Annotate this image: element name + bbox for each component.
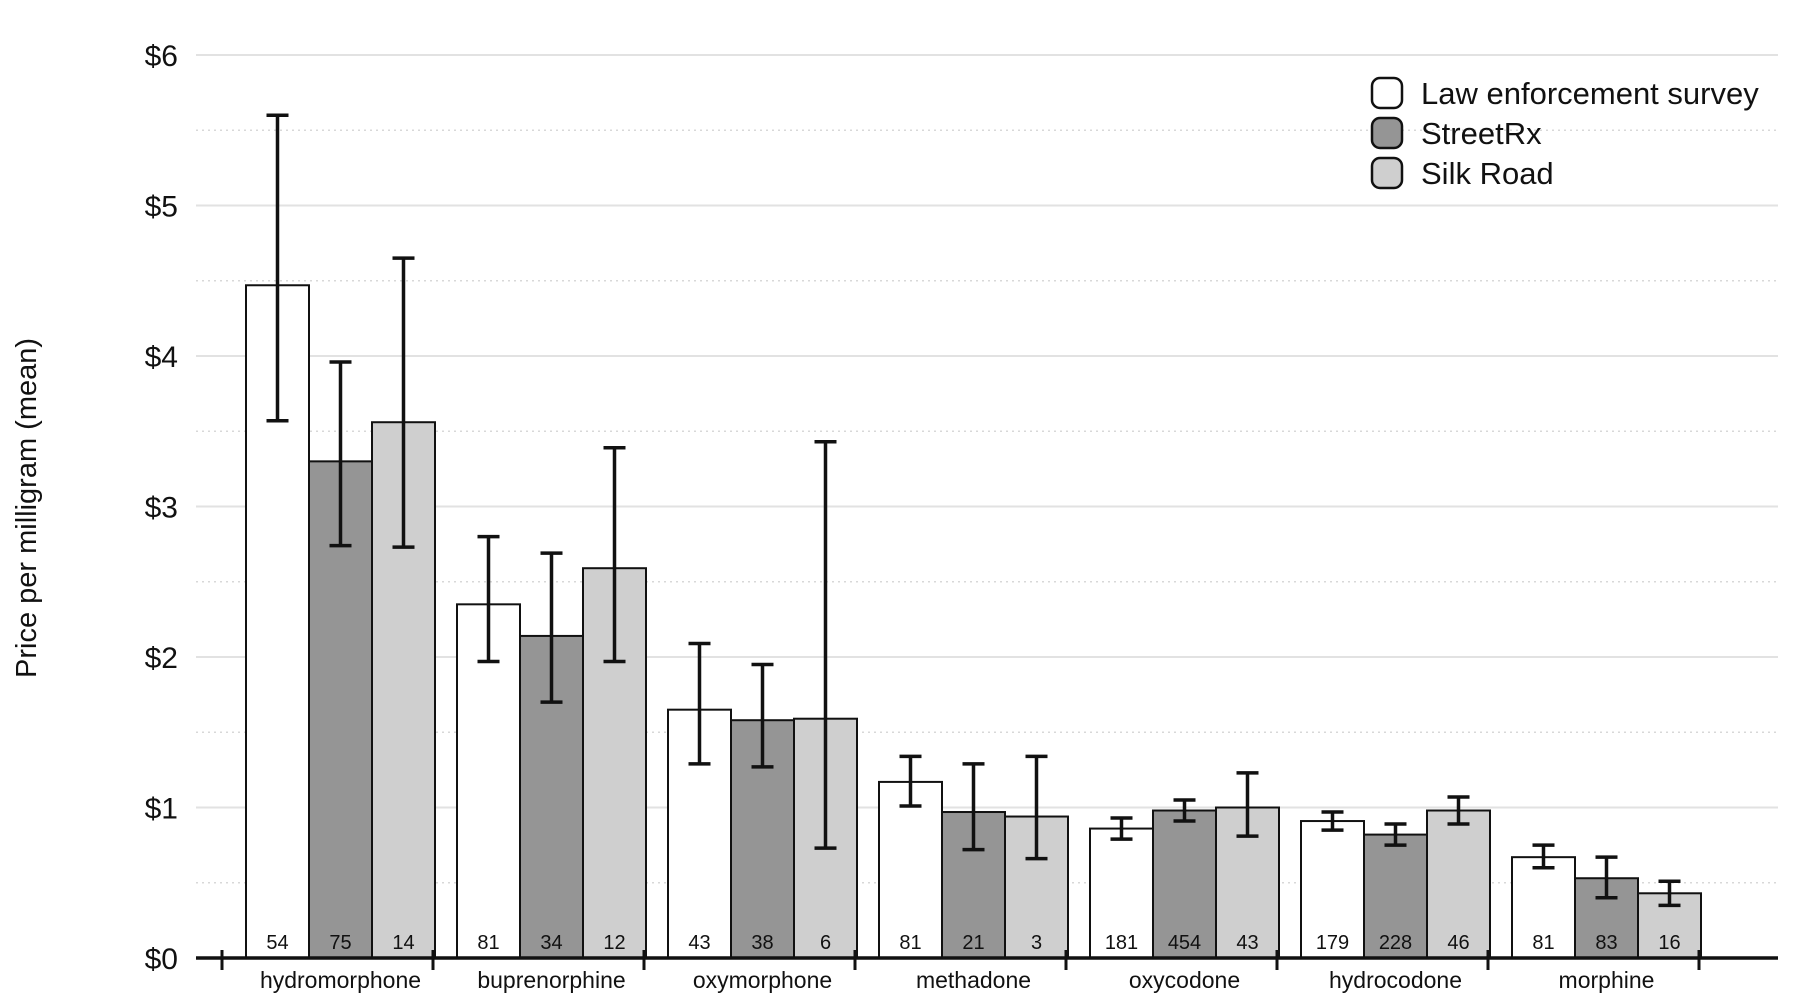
legend-swatch xyxy=(1370,116,1404,150)
bar xyxy=(1089,827,1154,959)
sample-size-labels: 54 75 14 81 34 12 43 38 6 81 21 3 181 454 43 179 228 46 81… xyxy=(266,932,1680,954)
sample-size-label: 16 xyxy=(1658,932,1680,954)
legend-label: Law enforcement survey xyxy=(1421,76,1759,111)
x-tick-label: oxymorphone xyxy=(693,967,832,993)
sample-size-label: 81 xyxy=(899,932,921,954)
sample-size-label: 38 xyxy=(751,932,773,954)
y-tick-label: $5 xyxy=(145,191,178,224)
y-tick-label: $6 xyxy=(145,40,178,73)
x-tick-label: oxycodone xyxy=(1129,967,1240,993)
sample-size-label: 3 xyxy=(1031,932,1042,954)
y-axis: $0 $1 $2 $3 $4 $5 $6 xyxy=(145,40,178,976)
legend-swatch xyxy=(1370,76,1404,110)
sample-size-label: 181 xyxy=(1105,932,1138,954)
x-tick-label: morphine xyxy=(1559,967,1655,993)
sample-size-label: 46 xyxy=(1447,932,1469,954)
legend: Law enforcement survey StreetRx Silk Road xyxy=(1370,76,1759,191)
sample-size-label: 34 xyxy=(540,932,562,954)
x-tick-label: methadone xyxy=(916,967,1031,993)
sample-size-label: 228 xyxy=(1379,932,1412,954)
error-bars xyxy=(266,113,1681,908)
sample-size-label: 6 xyxy=(820,932,831,954)
y-tick-label: $4 xyxy=(145,341,178,374)
y-tick-label: $2 xyxy=(145,642,178,675)
sample-size-label: 43 xyxy=(688,932,710,954)
sample-size-label: 43 xyxy=(1236,932,1258,954)
sample-size-label: 21 xyxy=(962,932,984,954)
x-axis: hydromorphone buprenorphine oxymorphone met… xyxy=(196,950,1778,993)
y-tick-label: $1 xyxy=(145,793,178,826)
sample-size-label: 54 xyxy=(266,932,288,954)
bar xyxy=(878,780,943,959)
x-tick-label: buprenorphine xyxy=(477,967,625,993)
x-tick-label: hydrocodone xyxy=(1329,967,1462,993)
sample-size-label: 179 xyxy=(1316,932,1349,954)
y-tick-label: $3 xyxy=(145,492,178,525)
sample-size-label: 81 xyxy=(1532,932,1554,954)
sample-size-label: 12 xyxy=(603,932,625,954)
legend-label: Silk Road xyxy=(1421,156,1554,191)
sample-size-label: 83 xyxy=(1595,932,1617,954)
sample-size-label: 14 xyxy=(392,932,414,954)
x-tick-label: hydromorphone xyxy=(260,967,421,993)
y-axis-label: Price per milligram (mean) xyxy=(11,338,43,678)
sample-size-label: 454 xyxy=(1168,932,1201,954)
bars xyxy=(245,284,1702,960)
sample-size-label: 75 xyxy=(329,932,351,954)
legend-label: StreetRx xyxy=(1421,116,1542,151)
bar xyxy=(1152,809,1217,960)
legend-swatch xyxy=(1370,156,1404,190)
bar xyxy=(1637,892,1702,959)
y-tick-label: $0 xyxy=(145,943,178,976)
sample-size-label: 81 xyxy=(477,932,499,954)
